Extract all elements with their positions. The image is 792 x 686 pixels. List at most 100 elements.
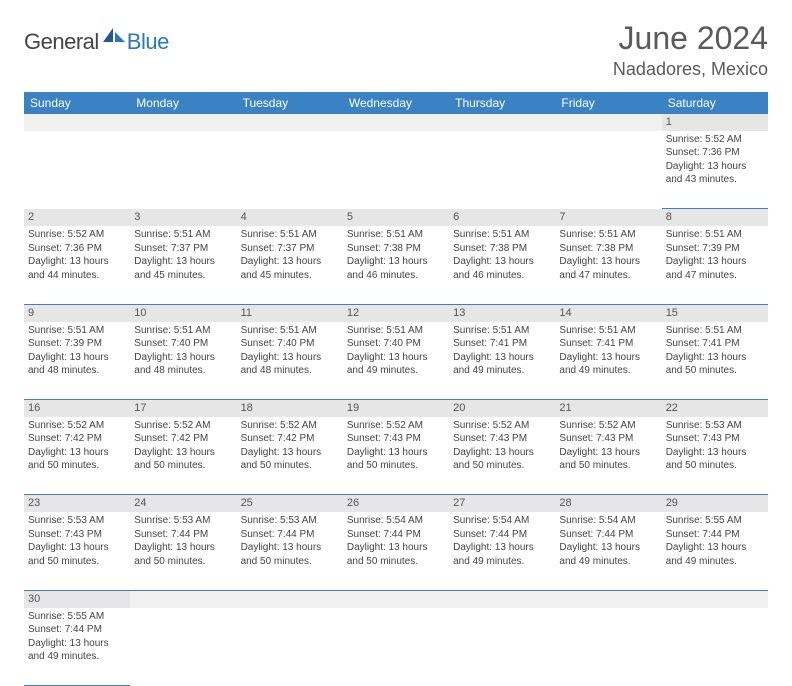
daylight-text-2: and 47 minutes. <box>666 269 764 283</box>
sunrise-text: Sunrise: 5:53 AM <box>666 419 764 433</box>
day-cell: Sunrise: 5:54 AMSunset: 7:44 PMDaylight:… <box>555 512 661 590</box>
day-cell: Sunrise: 5:51 AMSunset: 7:41 PMDaylight:… <box>555 322 661 400</box>
day-cell: Sunrise: 5:52 AMSunset: 7:42 PMDaylight:… <box>130 417 236 495</box>
sunset-text: Sunset: 7:43 PM <box>347 432 445 446</box>
day-header: Friday <box>555 92 661 114</box>
sunset-text: Sunset: 7:38 PM <box>347 242 445 256</box>
day-number: 5 <box>343 209 449 226</box>
daylight-text-2: and 46 minutes. <box>347 269 445 283</box>
sunset-text: Sunset: 7:41 PM <box>666 337 764 351</box>
sunset-text: Sunset: 7:40 PM <box>347 337 445 351</box>
sunrise-text: Sunrise: 5:51 AM <box>666 324 764 338</box>
sunrise-text: Sunrise: 5:54 AM <box>453 514 551 528</box>
daylight-text: Daylight: 13 hours <box>453 446 551 460</box>
daylight-text: Daylight: 13 hours <box>241 255 339 269</box>
sunset-text: Sunset: 7:44 PM <box>347 528 445 542</box>
day-number <box>237 114 343 131</box>
sunset-text: Sunset: 7:43 PM <box>28 528 126 542</box>
daylight-text-2: and 44 minutes. <box>28 269 126 283</box>
daylight-text-2: and 50 minutes. <box>28 555 126 569</box>
day-header: Saturday <box>662 92 768 114</box>
daylight-text: Daylight: 13 hours <box>134 351 232 365</box>
day-number: 15 <box>662 304 768 321</box>
title-block: June 2024 Nadadores, Mexico <box>613 20 768 80</box>
day-number: 10 <box>130 304 236 321</box>
daylight-text-2: and 49 minutes. <box>453 555 551 569</box>
daylight-text: Daylight: 13 hours <box>559 541 657 555</box>
daylight-text: Daylight: 13 hours <box>134 541 232 555</box>
daylight-text: Daylight: 13 hours <box>241 541 339 555</box>
day-cell <box>449 608 555 686</box>
day-cell: Sunrise: 5:51 AMSunset: 7:41 PMDaylight:… <box>449 322 555 400</box>
day-number: 13 <box>449 304 555 321</box>
daylight-text: Daylight: 13 hours <box>347 351 445 365</box>
sunset-text: Sunset: 7:36 PM <box>28 242 126 256</box>
day-number <box>24 114 130 131</box>
day-number: 20 <box>449 400 555 417</box>
sunrise-text: Sunrise: 5:53 AM <box>134 514 232 528</box>
day-cell: Sunrise: 5:52 AMSunset: 7:36 PMDaylight:… <box>662 131 768 209</box>
day-number: 17 <box>130 400 236 417</box>
daylight-text: Daylight: 13 hours <box>347 541 445 555</box>
daylight-text-2: and 48 minutes. <box>241 364 339 378</box>
daylight-text-2: and 50 minutes. <box>666 459 764 473</box>
day-cell <box>343 608 449 686</box>
sunrise-text: Sunrise: 5:51 AM <box>134 228 232 242</box>
daylight-text: Daylight: 13 hours <box>28 637 126 651</box>
day-number: 18 <box>237 400 343 417</box>
sunset-text: Sunset: 7:44 PM <box>666 528 764 542</box>
day-number <box>449 590 555 607</box>
day-number: 30 <box>24 590 130 607</box>
day-number: 1 <box>662 114 768 131</box>
sunset-text: Sunset: 7:44 PM <box>28 623 126 637</box>
location: Nadadores, Mexico <box>613 59 768 80</box>
daylight-text: Daylight: 13 hours <box>134 446 232 460</box>
sunset-text: Sunset: 7:38 PM <box>453 242 551 256</box>
day-number: 4 <box>237 209 343 226</box>
day-number: 28 <box>555 495 661 512</box>
day-cell: Sunrise: 5:51 AMSunset: 7:40 PMDaylight:… <box>343 322 449 400</box>
sunrise-text: Sunrise: 5:51 AM <box>28 324 126 338</box>
daylight-text: Daylight: 13 hours <box>28 446 126 460</box>
day-cell: Sunrise: 5:52 AMSunset: 7:43 PMDaylight:… <box>449 417 555 495</box>
day-cell <box>555 131 661 209</box>
day-cell: Sunrise: 5:55 AMSunset: 7:44 PMDaylight:… <box>662 512 768 590</box>
day-cell: Sunrise: 5:51 AMSunset: 7:38 PMDaylight:… <box>343 226 449 304</box>
day-cell: Sunrise: 5:51 AMSunset: 7:40 PMDaylight:… <box>130 322 236 400</box>
day-number: 7 <box>555 209 661 226</box>
sunset-text: Sunset: 7:44 PM <box>453 528 551 542</box>
sunset-text: Sunset: 7:38 PM <box>559 242 657 256</box>
day-cell: Sunrise: 5:52 AMSunset: 7:42 PMDaylight:… <box>237 417 343 495</box>
daylight-text-2: and 49 minutes. <box>666 555 764 569</box>
sunrise-text: Sunrise: 5:52 AM <box>347 419 445 433</box>
month-title: June 2024 <box>613 20 768 57</box>
daylight-text: Daylight: 13 hours <box>559 351 657 365</box>
day-number <box>555 114 661 131</box>
day-header: Sunday <box>24 92 130 114</box>
sunset-text: Sunset: 7:43 PM <box>666 432 764 446</box>
sunrise-text: Sunrise: 5:54 AM <box>347 514 445 528</box>
daylight-text-2: and 45 minutes. <box>134 269 232 283</box>
daylight-text-2: and 45 minutes. <box>241 269 339 283</box>
day-header: Thursday <box>449 92 555 114</box>
day-cell: Sunrise: 5:53 AMSunset: 7:43 PMDaylight:… <box>662 417 768 495</box>
day-cell: Sunrise: 5:55 AMSunset: 7:44 PMDaylight:… <box>24 608 130 686</box>
logo-text-general: General <box>24 29 99 55</box>
day-cell: Sunrise: 5:51 AMSunset: 7:39 PMDaylight:… <box>24 322 130 400</box>
day-number <box>449 114 555 131</box>
day-number: 27 <box>449 495 555 512</box>
sunrise-text: Sunrise: 5:51 AM <box>347 324 445 338</box>
day-cell <box>130 608 236 686</box>
day-number: 8 <box>662 209 768 226</box>
day-cell <box>24 131 130 209</box>
day-number <box>237 590 343 607</box>
day-number <box>343 114 449 131</box>
daylight-text-2: and 50 minutes. <box>347 555 445 569</box>
daylight-text-2: and 50 minutes. <box>453 459 551 473</box>
daylight-text: Daylight: 13 hours <box>28 255 126 269</box>
calendar-table: SundayMondayTuesdayWednesdayThursdayFrid… <box>24 92 768 686</box>
day-cell: Sunrise: 5:52 AMSunset: 7:43 PMDaylight:… <box>343 417 449 495</box>
day-number: 21 <box>555 400 661 417</box>
day-number: 2 <box>24 209 130 226</box>
day-cell: Sunrise: 5:52 AMSunset: 7:42 PMDaylight:… <box>24 417 130 495</box>
